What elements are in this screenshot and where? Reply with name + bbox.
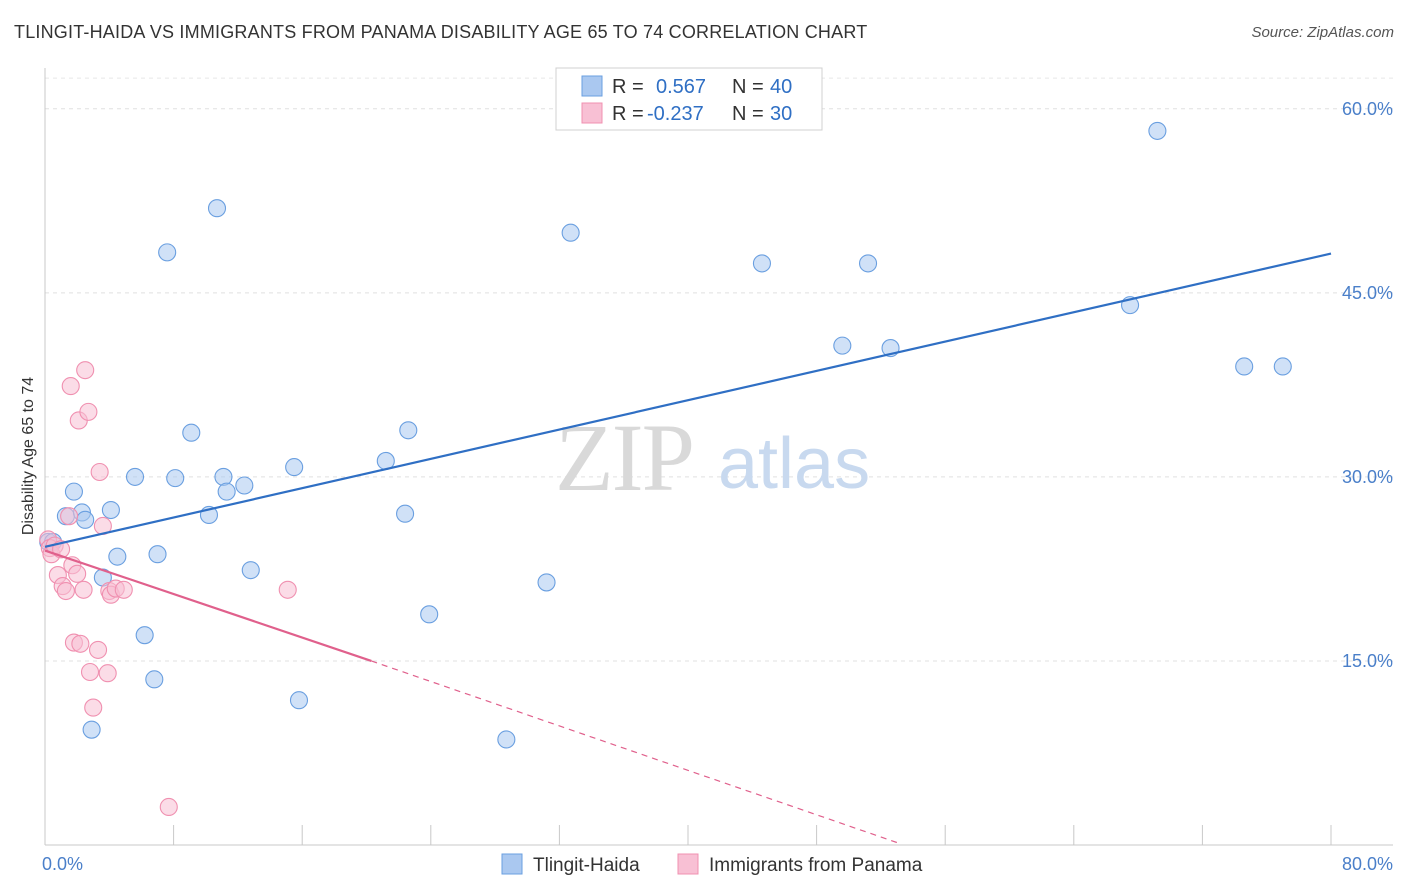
- panama-point: [60, 507, 79, 526]
- legend-swatch-tlingit-bottom: [501, 853, 523, 875]
- tlingit-haida-point: [241, 561, 260, 580]
- tlingit-haida-point: [1273, 357, 1292, 376]
- tlingit-haida-point: [125, 467, 145, 486]
- legend-swatch-panama-bottom: [677, 853, 699, 875]
- tlingit-haida-trend-line: [44, 252, 1332, 548]
- tlingit-haida-point: [399, 421, 418, 440]
- source-label: Source: ZipAtlas.com: [1251, 24, 1394, 41]
- tlingit-haida-point: [145, 670, 164, 689]
- panama-point: [84, 698, 103, 717]
- panama-point: [278, 580, 297, 599]
- watermark-zip: ZIP: [555, 404, 693, 511]
- legend-label-panama: Immigrants from Panama: [709, 855, 923, 876]
- tlingit-haida-point: [64, 482, 83, 501]
- tlingit-haida-point: [166, 469, 185, 488]
- tlingit-haida-point: [82, 720, 101, 739]
- tick-labels: 15.0% 30.0% 45.0% 60.0% 0.0% 80.0%: [42, 99, 1393, 874]
- y-tick-label: 30.0%: [1342, 467, 1393, 487]
- legend-r-value-2: -0.237: [647, 103, 704, 125]
- y-axis-label: Disability Age 65 to 74: [20, 377, 37, 535]
- legend-stats: R = 0.567 N = 40 R = -0.237 N = 30: [555, 67, 823, 131]
- tlingit-haida-point: [214, 467, 233, 486]
- panama-point: [56, 581, 75, 601]
- tlingit-haida-point: [420, 605, 439, 624]
- tlingit-haida-point: [101, 500, 120, 520]
- tlingit-haida-point: [537, 573, 556, 592]
- tlingit-haida-point: [108, 547, 127, 566]
- watermark-atlas: atlas: [718, 424, 870, 504]
- panama-point: [159, 797, 178, 817]
- trend-lines: [44, 252, 1332, 844]
- panama-point: [88, 640, 108, 659]
- tlingit-haida-point: [497, 730, 516, 749]
- panama-point: [114, 580, 133, 599]
- legend-r-label-2: R =: [612, 103, 644, 125]
- tlingit-haida-point: [182, 423, 201, 442]
- y-tick-label: 60.0%: [1342, 99, 1393, 119]
- y-tick-label: 15.0%: [1342, 651, 1393, 671]
- panama-point: [79, 402, 98, 421]
- legend-n-label-1: N =: [732, 76, 764, 98]
- tlingit-haida-point: [135, 626, 154, 645]
- tlingit-haida-point: [158, 243, 177, 262]
- panama-trend-line: [44, 549, 372, 662]
- y-tick-label: 45.0%: [1342, 283, 1393, 303]
- tlingit-haida-point: [207, 199, 227, 218]
- tlingit-haida-point: [235, 476, 254, 495]
- chart-title: TLINGIT-HAIDA VS IMMIGRANTS FROM PANAMA …: [14, 22, 868, 42]
- legend-series: Tlingit-Haida Immigrants from Panama: [501, 853, 923, 876]
- panama-point: [71, 634, 90, 653]
- legend-r-label-1: R =: [612, 76, 644, 98]
- legend-n-value-1: 40: [770, 76, 792, 98]
- tlingit-haida-point: [76, 510, 95, 529]
- x-tick-label: 80.0%: [1342, 854, 1393, 874]
- tlingit-haida-point: [289, 691, 309, 710]
- panama-point: [74, 580, 93, 599]
- watermark: ZIP atlas: [555, 404, 870, 511]
- x-tick-label: 0.0%: [42, 854, 83, 874]
- legend-swatch-tlingit: [581, 75, 603, 97]
- panama-trend-line-extension: [371, 660, 898, 844]
- legend-swatch-panama: [581, 102, 603, 124]
- tlingit-haida-point: [217, 482, 236, 501]
- legend-r-value-1: 0.567: [656, 76, 706, 98]
- panama-point: [98, 664, 117, 683]
- tlingit-haida-point: [833, 336, 852, 355]
- tlingit-haida-point: [1235, 357, 1254, 376]
- legend-label-tlingit: Tlingit-Haida: [533, 855, 640, 876]
- panama-point: [76, 361, 95, 380]
- tlingit-haida-point: [1148, 121, 1167, 140]
- legend-n-label-2: N =: [732, 103, 764, 125]
- legend-n-value-2: 30: [770, 103, 792, 125]
- axes: [44, 68, 1393, 846]
- panama-point: [68, 564, 87, 583]
- tlingit-haida-point: [858, 254, 878, 273]
- tlingit-haida-point: [752, 254, 771, 273]
- panama-point: [80, 662, 100, 682]
- panama-point: [90, 462, 109, 482]
- tlingit-haida-point: [396, 504, 415, 523]
- tlingit-haida-point: [148, 545, 167, 564]
- tlingit-haida-point: [561, 223, 580, 242]
- data-points: [39, 121, 1292, 817]
- tlingit-haida-point: [285, 458, 304, 477]
- panama-point: [61, 377, 80, 396]
